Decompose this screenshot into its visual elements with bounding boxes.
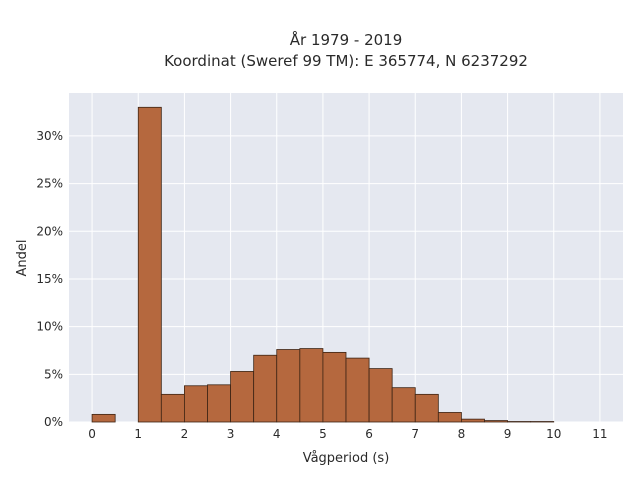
- y-axis-label: Andel: [15, 240, 30, 277]
- x-tick-label: 4: [273, 427, 281, 441]
- histogram-bar: [276, 349, 301, 423]
- x-tick-label: 11: [592, 427, 607, 441]
- x-tick-label: 1: [134, 427, 142, 441]
- y-tick-label: 0%: [44, 415, 63, 429]
- y-tick-label: 30%: [36, 129, 63, 143]
- histogram-bar: [91, 413, 116, 423]
- x-tick-label: 6: [365, 427, 373, 441]
- x-tick-label: 2: [181, 427, 189, 441]
- y-tick-labels: 0% 5% 10% 15% 20% 25% 30%: [36, 129, 63, 429]
- histogram-bar: [299, 348, 324, 423]
- histogram-bar: [345, 357, 370, 423]
- histogram-bar: [461, 418, 485, 423]
- histogram-bar: [414, 393, 439, 423]
- x-tick-label: 0: [88, 427, 96, 441]
- histogram-bar: [391, 387, 416, 423]
- y-tick-label: 25%: [36, 177, 63, 191]
- histogram-bar: [160, 393, 185, 423]
- y-tick-label: 10%: [36, 320, 63, 334]
- y-tick-label: 15%: [36, 272, 63, 286]
- chart-title-line-2: Koordinat (Sweref 99 TM): E 365774, N 62…: [164, 52, 528, 70]
- x-tick-label: 8: [458, 427, 466, 441]
- bars: [91, 106, 555, 423]
- histogram-bar: [137, 106, 162, 423]
- y-tick-label: 5%: [44, 367, 63, 381]
- histogram-bar: [253, 354, 278, 423]
- x-tick-label: 5: [319, 427, 327, 441]
- x-tick-label: 3: [227, 427, 235, 441]
- histogram-bar: [322, 351, 347, 423]
- x-tick-label: 9: [504, 427, 512, 441]
- x-axis-label: Vågperiod (s): [303, 451, 390, 466]
- histogram-bar: [184, 385, 208, 423]
- y-tick-label: 20%: [36, 224, 63, 238]
- histogram-bar: [484, 420, 508, 423]
- histogram-bar: [230, 371, 255, 423]
- x-tick-label: 10: [546, 427, 561, 441]
- histogram-bar: [207, 384, 231, 423]
- x-tick-label: 7: [411, 427, 419, 441]
- histogram-bar: [368, 368, 393, 423]
- x-tick-labels: 0 1 2 3 4 5 6 7 8 9 10 11: [88, 427, 607, 441]
- chart-title-line-1: År 1979 - 2019: [290, 30, 403, 49]
- histogram-bar: [437, 412, 462, 423]
